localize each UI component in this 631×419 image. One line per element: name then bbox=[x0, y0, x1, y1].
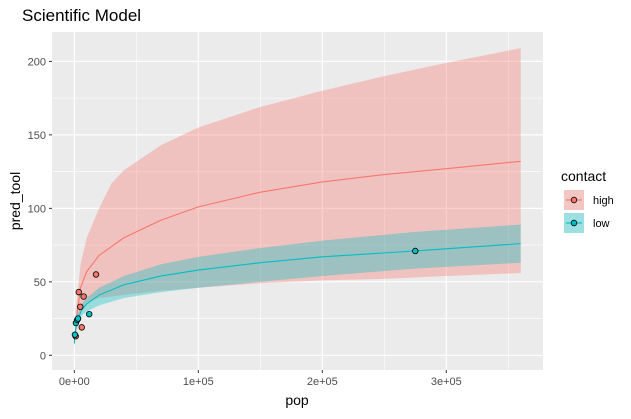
y-tick-label: 0 bbox=[40, 350, 46, 362]
legend-label-high: high bbox=[593, 195, 614, 207]
fit-line-high bbox=[75, 160, 521, 324]
data-point-low bbox=[71, 331, 79, 338]
data-point-high bbox=[78, 324, 85, 331]
y-axis-label: pred_tool bbox=[7, 172, 23, 230]
y-tick-label: 50 bbox=[34, 277, 46, 289]
data-point-high bbox=[92, 271, 100, 278]
legend-key-point-high bbox=[570, 196, 578, 204]
data-point-low bbox=[412, 247, 419, 255]
data-points bbox=[71, 247, 419, 340]
x-tick-label: 0e+00 bbox=[59, 376, 90, 388]
confidence-band-low bbox=[74, 224, 521, 348]
y-axis: 0 50 100 150 200 bbox=[28, 56, 52, 362]
x-tick-label: 1e+05 bbox=[183, 376, 214, 388]
legend-label-low: low bbox=[593, 218, 610, 230]
data-point-high bbox=[77, 303, 84, 311]
plot-panel bbox=[52, 32, 543, 370]
legend: contact high low bbox=[561, 168, 614, 233]
y-tick-label: 100 bbox=[28, 203, 46, 215]
legend-title: contact bbox=[561, 168, 606, 184]
data-point-low bbox=[85, 310, 93, 318]
x-axis: 0e+00 1e+05 2e+05 3e+05 bbox=[59, 370, 462, 388]
chart-title: Scientific Model bbox=[22, 6, 141, 25]
minor-grid bbox=[52, 32, 543, 370]
data-point-low bbox=[74, 315, 82, 322]
x-tick-label: 3e+05 bbox=[431, 376, 462, 388]
data-point-high bbox=[80, 293, 87, 300]
confidence-bands bbox=[74, 48, 521, 348]
legend-key-point-low bbox=[570, 219, 578, 227]
y-tick-label: 150 bbox=[28, 130, 46, 142]
x-tick-label: 2e+05 bbox=[307, 376, 338, 388]
y-tick-label: 200 bbox=[28, 56, 46, 68]
confidence-band-high bbox=[75, 48, 521, 337]
major-grid bbox=[52, 32, 543, 370]
data-point-high bbox=[75, 288, 82, 296]
x-axis-label: pop bbox=[285, 392, 309, 408]
